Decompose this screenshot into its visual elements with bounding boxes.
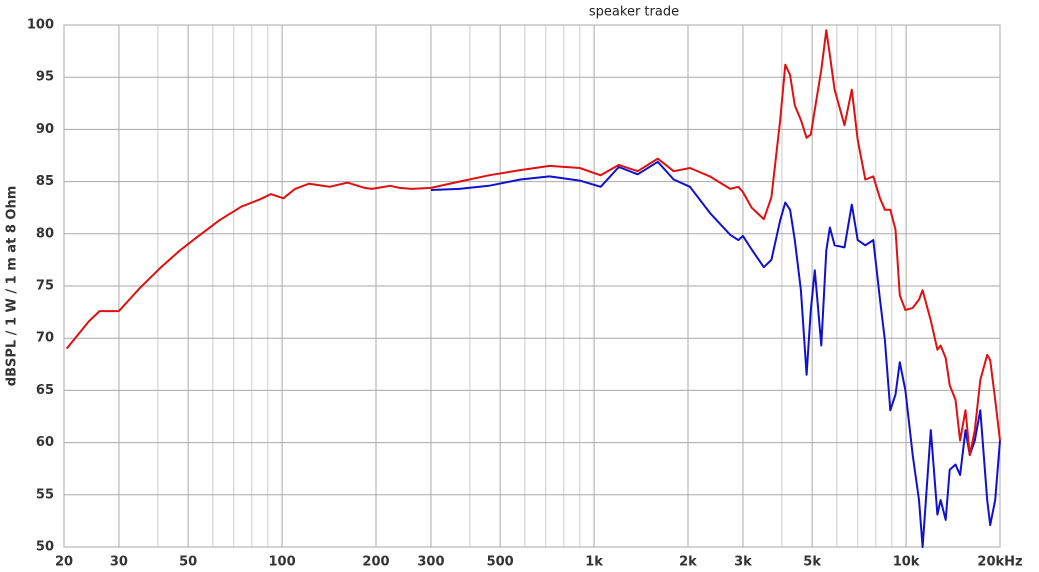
y-tick-label: 50	[36, 540, 54, 555]
y-tick-label: 80	[36, 226, 54, 241]
x-tick-label: 100	[269, 555, 296, 570]
y-axis-label: dBSPL / 1 W / 1 m at 8 Ohm	[5, 186, 20, 386]
y-tick-label: 65	[36, 383, 54, 398]
y-tick-label: 75	[36, 279, 54, 294]
x-tick-label: 5k	[803, 555, 821, 570]
x-tick-label: 2k	[679, 555, 697, 570]
chart-title: speaker trade	[589, 5, 679, 20]
x-tick-label: 1k	[585, 555, 603, 570]
y-tick-label: 90	[36, 122, 54, 137]
y-tick-label: 55	[36, 487, 54, 502]
y-tick-label: 60	[36, 435, 54, 450]
x-tick-label: 20	[55, 555, 73, 570]
y-tick-label: 100	[27, 18, 54, 33]
x-tick-label: 30	[110, 555, 128, 570]
x-tick-label: 200	[362, 555, 389, 570]
x-tick-label: 300	[417, 555, 444, 570]
y-tick-label: 70	[36, 331, 54, 346]
y-tick-label: 95	[36, 70, 54, 85]
x-tick-label: 3k	[734, 555, 752, 570]
y-tick-label: 85	[36, 174, 54, 189]
series-line	[430, 160, 1001, 548]
x-tick-label: 500	[487, 555, 514, 570]
series-line	[65, 29, 1001, 457]
x-tick-label: 10k	[893, 555, 920, 570]
x-tick-label: 20kHz	[977, 555, 1022, 570]
x-tick-label: 50	[179, 555, 197, 570]
